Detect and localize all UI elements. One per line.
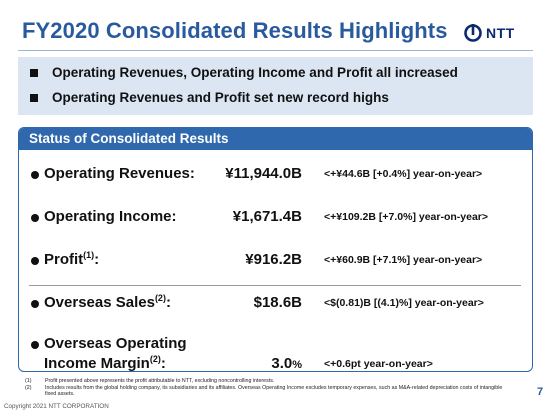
result-row-overseas-sales: Overseas Sales(2): $18.6B <$(0.81)B [(4.… [19, 294, 532, 316]
result-row-profit: Profit(1): ¥916.2B <+¥60.9B [+7.1%] year… [19, 251, 532, 273]
round-bullet-icon [31, 300, 39, 308]
result-yoy: <+¥109.2B [+7.0%] year-on-year> [324, 211, 489, 223]
page-number: 7 [537, 386, 544, 398]
title-divider [18, 50, 533, 51]
footnote-ref: (2) [154, 293, 166, 303]
result-label: Profit(1): [44, 250, 100, 269]
result-yoy: <+0.6pt year-on-year> [324, 358, 433, 370]
panel-title: Status of Consolidated Results [19, 128, 532, 150]
ntt-loop-icon [464, 24, 482, 42]
result-value: ¥11,944.0B [225, 165, 302, 182]
result-value: $18.6B [253, 294, 302, 311]
result-row-operating-income: Operating Income: ¥1,671.4B <+¥109.2B [+… [19, 208, 532, 230]
footnotes: (1) Profit presented above represents th… [25, 378, 505, 398]
highlight-text: Operating Revenues and Profit set new re… [52, 90, 389, 105]
round-bullet-icon [31, 257, 39, 265]
company-logo: NTT [463, 21, 515, 45]
highlight-item: Operating Revenues, Operating Income and… [30, 65, 458, 80]
square-bullet-icon [30, 93, 38, 102]
highlight-text: Operating Revenues, Operating Income and… [52, 65, 458, 80]
section-divider [29, 285, 521, 286]
round-bullet-icon [31, 214, 39, 222]
consolidated-results-panel: Status of Consolidated Results Operating… [18, 127, 533, 372]
round-bullet-icon [31, 341, 39, 349]
result-yoy: <+¥60.9B [+7.1%] year-on-year> [324, 254, 483, 266]
result-label: Operating Income: [44, 208, 177, 225]
square-bullet-icon [30, 68, 38, 77]
footnote-ref: (1) [83, 250, 95, 260]
copyright: Copyright 2021 NTT CORPORATION [4, 403, 109, 410]
round-bullet-icon [31, 171, 39, 179]
footnote: (2) Includes results from the global hol… [25, 384, 503, 398]
result-value: ¥1,671.4B [232, 208, 302, 225]
result-label-line2: Income Margin(2): [44, 354, 166, 372]
result-label: Operating Revenues: [44, 165, 195, 182]
page-title: FY2020 Consolidated Results Highlights [22, 18, 448, 43]
result-value: 3.0% [271, 355, 302, 372]
result-yoy: <+¥44.6B [+0.4%] year-on-year> [324, 168, 483, 180]
result-row-overseas-margin: Overseas Operating Income Margin(2): 3.0… [19, 335, 532, 371]
result-label: Overseas Sales(2): [44, 293, 171, 312]
logo-text: NTT [486, 25, 515, 41]
result-label-line1: Overseas Operating [44, 335, 187, 352]
highlight-item: Operating Revenues and Profit set new re… [30, 90, 389, 105]
footnote: (1) Profit presented above represents th… [25, 378, 275, 384]
result-yoy: <$(0.81)B [(4.1)%] year-on-year> [324, 297, 484, 309]
highlights-box: Operating Revenues, Operating Income and… [18, 57, 533, 115]
footnote-ref: (2) [149, 354, 161, 364]
result-row-operating-revenues: Operating Revenues: ¥11,944.0B <+¥44.6B … [19, 165, 532, 187]
result-value: ¥916.2B [245, 251, 302, 268]
